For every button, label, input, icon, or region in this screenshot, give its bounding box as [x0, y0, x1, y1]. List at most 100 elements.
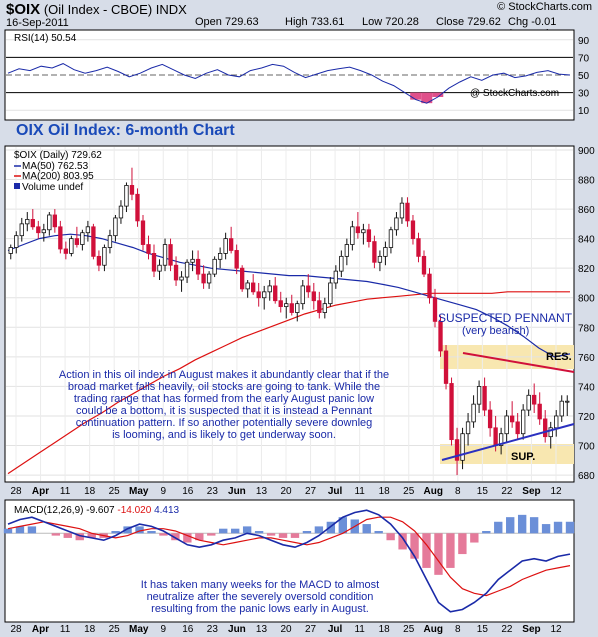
- exchange: INDX: [155, 2, 187, 17]
- candles: [8, 167, 570, 476]
- macd-commentary: It has taken many weeks for the MACD to …: [141, 579, 379, 615]
- quote-close: Close 729.62: [436, 16, 501, 28]
- x-tick-label: 9: [160, 624, 166, 635]
- candle: [295, 300, 300, 322]
- candle: [151, 244, 157, 278]
- x-tick-label: Aug: [424, 624, 443, 635]
- candle: [135, 188, 140, 227]
- x-tick-label: 11: [60, 624, 71, 635]
- candle: [383, 241, 388, 266]
- macd-histogram-bar: [111, 531, 120, 534]
- candle: [471, 395, 476, 428]
- index-name: (Oil Index - CBOE): [43, 2, 153, 17]
- macd-commentary-line-1: It has taken many weeks for the MACD to …: [141, 579, 379, 591]
- x-tick-label: 18: [379, 486, 391, 497]
- macd-histogram-bar: [3, 528, 13, 534]
- macd-histogram-bar: [541, 524, 551, 534]
- ma200-line: [7, 291, 570, 475]
- y-tick-labels: 900 880 860 840 820 800 780 760 740 720 700 680 90 70…: [578, 36, 595, 482]
- rsi-legend: RSI(14) 50.54: [14, 33, 77, 44]
- resistance-trendline: [462, 352, 575, 373]
- macd-histogram-bar: [338, 517, 347, 534]
- x-tick-label: 11: [354, 486, 365, 497]
- macd-histogram-bar: [565, 521, 575, 534]
- macd-histogram-bar: [159, 533, 168, 536]
- candle: [289, 294, 294, 316]
- candle: [63, 241, 69, 260]
- macd-histogram-bar: [254, 531, 264, 534]
- legend-volume-swatch: [14, 183, 20, 189]
- x-tick-label: 25: [109, 624, 121, 635]
- price-tick-label: 820: [578, 264, 595, 275]
- candle: [195, 250, 201, 281]
- macd-histogram-bar: [219, 528, 228, 534]
- stockcharts-logo: © StockCharts.com: [497, 1, 592, 13]
- candle: [559, 395, 564, 422]
- quote-low-value: 720.28: [385, 16, 419, 28]
- candle: [284, 297, 289, 319]
- macd-histogram-bar: [482, 531, 491, 534]
- x-tick-label: 12: [550, 624, 562, 635]
- x-tick-label: 8: [455, 624, 461, 635]
- macd-histogram-bar: [386, 533, 395, 541]
- candle: [565, 395, 570, 416]
- candle: [449, 377, 454, 446]
- candle: [416, 232, 421, 263]
- x-tick-label: 16: [182, 624, 194, 635]
- pennant-label: SUSPECTED PENNANT: [438, 311, 573, 325]
- candle: [262, 285, 267, 310]
- macd-histogram-bar: [15, 526, 25, 534]
- quote-high-value: 733.61: [310, 16, 345, 28]
- candle: [256, 282, 261, 307]
- title-line: $OIX (Oil Index - CBOE) INDX: [6, 1, 187, 18]
- x-tick-label: May: [129, 486, 149, 497]
- candle: [476, 380, 482, 414]
- candle: [460, 427, 465, 470]
- price-panel: [4, 145, 575, 483]
- candle: [140, 214, 146, 251]
- macd-histogram-bar: [183, 533, 192, 543]
- macd-histogram-bar: [242, 526, 252, 534]
- macd-histogram-bar: [410, 533, 419, 559]
- candle: [201, 265, 206, 289]
- macd-histogram-bar: [278, 533, 288, 538]
- macd-histogram-bar: [458, 533, 467, 555]
- macd-signal-line: [7, 516, 571, 597]
- x-tick-label: 22: [501, 486, 513, 497]
- candle: [322, 297, 327, 319]
- candle: [36, 220, 41, 239]
- rsi-line: [7, 63, 571, 104]
- candle: [30, 209, 35, 230]
- macd-histogram-bar: [51, 533, 61, 536]
- price-commentary: Action in this oil index in August makes…: [59, 369, 389, 441]
- macd-legend-label: MACD(12,26,9): [14, 505, 83, 516]
- candle: [344, 238, 350, 266]
- commentary-line-2: broad market falls heavily, oil stocks a…: [68, 381, 380, 393]
- x-tick-label: 23: [207, 624, 219, 635]
- res-label: RES.: [546, 351, 572, 363]
- macd-histogram-bar: [195, 533, 204, 541]
- candle: [146, 235, 151, 260]
- x-tick-label: Apr: [32, 624, 49, 635]
- candle: [515, 413, 520, 440]
- commentary-line-4: could be a bottom, it is suspected that …: [76, 405, 372, 417]
- candle: [173, 256, 179, 286]
- macd-legend-v1: -9.607: [86, 505, 115, 516]
- x-tick-label: May: [129, 624, 149, 635]
- x-tick-label: 18: [84, 624, 96, 635]
- x-tick-label: Aug: [424, 486, 443, 497]
- x-tick-label: 23: [207, 486, 219, 497]
- price-title: OIX Oil Index: 6-month Chart: [16, 122, 235, 139]
- quote-low: Low 720.28: [362, 16, 419, 28]
- candle: [179, 271, 184, 292]
- x-tick-label: 8: [455, 486, 461, 497]
- rsi-watermark: @ StockCharts.com: [470, 88, 559, 99]
- candle: [212, 256, 217, 278]
- candle: [234, 244, 239, 275]
- candle: [317, 291, 322, 319]
- support-trendline: [441, 423, 575, 461]
- x-tick-label: 28: [10, 486, 22, 497]
- x-tick-label: 15: [477, 624, 489, 635]
- candle: [377, 250, 383, 272]
